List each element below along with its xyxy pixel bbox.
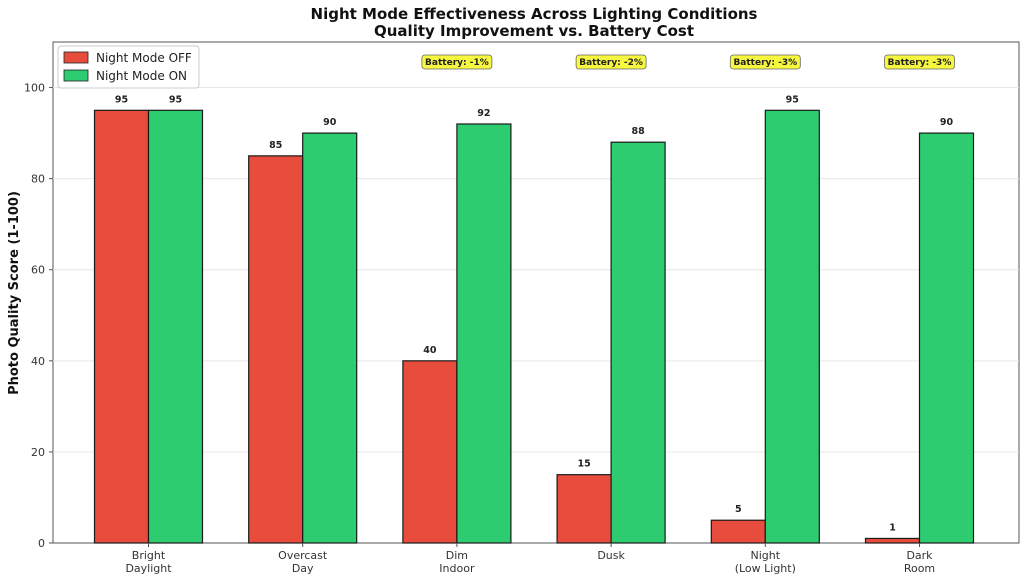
x-tick-label: Room (904, 562, 935, 575)
y-tick-label: 20 (31, 446, 45, 459)
x-tick-label: (Low Light) (735, 562, 796, 575)
value-label: 90 (323, 117, 337, 128)
x-tick-label: Daylight (125, 562, 172, 575)
y-axis-label: Photo Quality Score (1-100) (7, 191, 22, 395)
plot-area (52, 41, 1020, 544)
battery-annotation-box (884, 54, 955, 70)
x-tick-label: Dusk (597, 549, 625, 562)
bar-night-mode-on (610, 141, 666, 544)
legend-box (57, 45, 200, 89)
battery-annotation-box (575, 54, 647, 70)
x-tick-label: Dim (446, 549, 468, 562)
value-label: 40 (423, 345, 437, 356)
value-label: 92 (477, 108, 490, 119)
value-label: 88 (631, 126, 645, 137)
battery-annotation-label: Battery: -3% (888, 58, 952, 68)
value-label: 95 (786, 94, 799, 105)
value-labels: 95 95 85 90 40 92 15 88 5 95 1 90 (115, 94, 954, 533)
y-axis-ticks: 0 20 40 60 80 100 (24, 82, 53, 550)
bar-night-mode-on (302, 132, 358, 544)
value-label: 5 (735, 504, 742, 515)
bar-night-mode-off (710, 519, 766, 544)
x-tick-label: Overcast (278, 549, 328, 562)
value-label: 15 (577, 459, 590, 470)
battery-annotation-box (421, 54, 493, 70)
bar-night-mode-off (93, 109, 150, 544)
value-label: 1 (889, 522, 896, 533)
x-tick-label: Night (751, 549, 781, 562)
y-tick-label: 40 (31, 355, 45, 368)
chart-subtitle: Quality Improvement vs. Battery Cost (374, 22, 694, 40)
legend-label-off: Night Mode OFF (96, 51, 192, 65)
bar-night-mode-on (456, 123, 512, 544)
x-tick-label: Day (292, 562, 314, 575)
y-tick-label: 100 (24, 82, 45, 95)
bar-night-mode-off (402, 360, 458, 544)
battery-annotation-label: Battery: -1% (425, 58, 489, 68)
legend-label-on: Night Mode ON (96, 69, 187, 83)
x-tick-label: Dark (906, 549, 933, 562)
x-tick-label: Indoor (439, 562, 475, 575)
value-label: 90 (940, 117, 954, 128)
battery-annotations: Battery: -1% Battery: -2% Battery: -3% Batt… (421, 54, 955, 70)
y-tick-label: 0 (38, 537, 45, 550)
y-tick-label: 80 (31, 173, 45, 186)
bar-night-mode-on (147, 109, 204, 544)
value-label: 95 (115, 94, 128, 105)
legend: Night Mode OFF Night Mode ON (57, 45, 200, 89)
grid-lines (53, 87, 1019, 453)
value-label: 95 (169, 94, 182, 105)
y-tick-label: 60 (31, 264, 45, 277)
legend-swatch-on (63, 69, 89, 82)
bar-night-mode-off (864, 537, 921, 544)
x-tick-label: Bright (132, 549, 166, 562)
value-label: 85 (269, 140, 282, 151)
bar-night-mode-on (764, 109, 820, 544)
bar-night-mode-on (918, 132, 975, 544)
chart-title: Night Mode Effectiveness Across Lighting… (311, 5, 758, 23)
bars (93, 109, 975, 544)
bar-night-mode-off (248, 155, 304, 544)
battery-annotation-label: Battery: -3% (733, 58, 797, 68)
bar-night-mode-off (556, 474, 612, 544)
legend-swatch-off (63, 51, 89, 64)
battery-annotation-box (729, 54, 801, 70)
battery-annotation-label: Battery: -2% (579, 58, 643, 68)
